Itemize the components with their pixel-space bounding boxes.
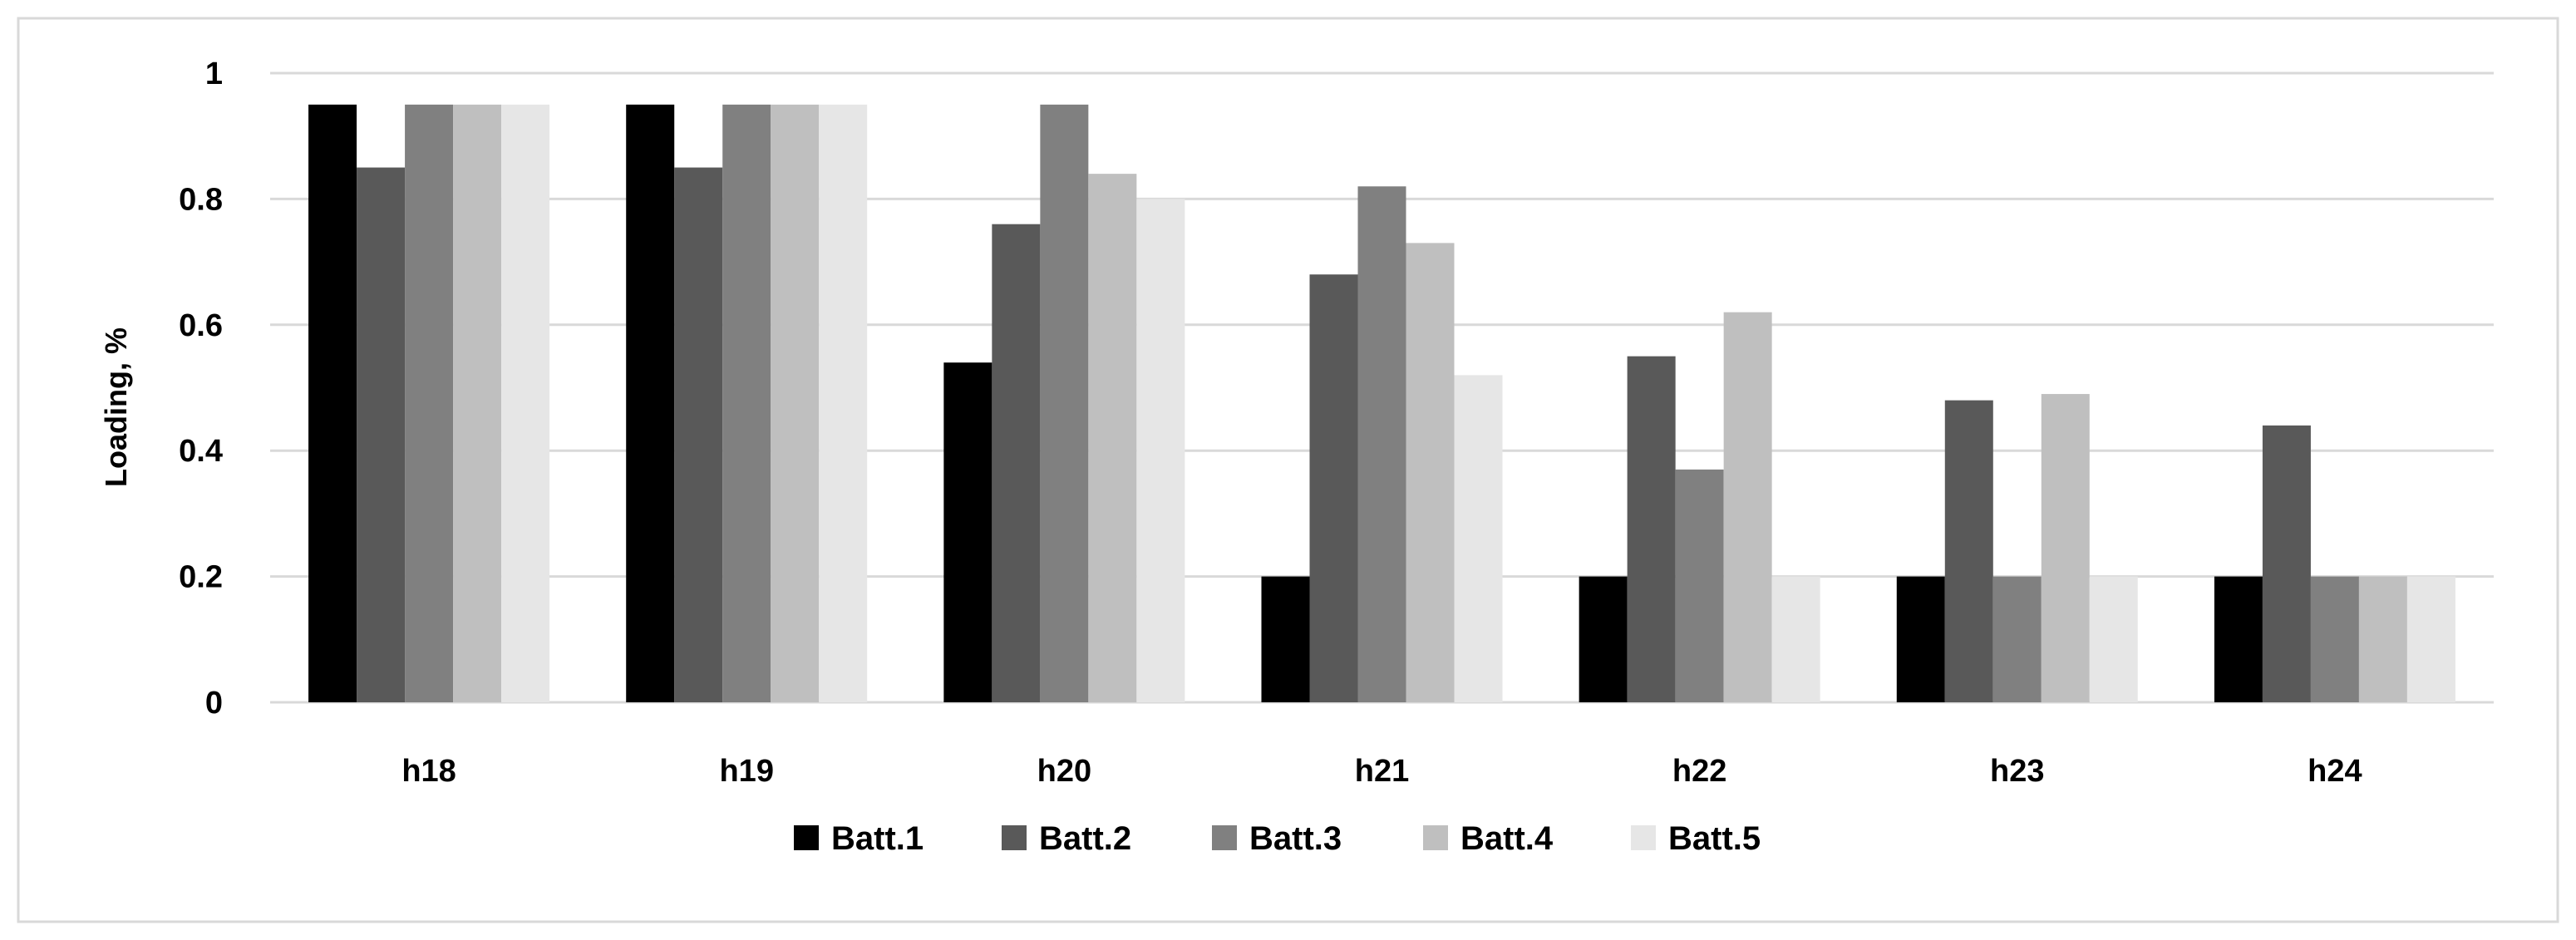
x-tick-label: h22 (1672, 754, 1726, 789)
bar-batt1-h24 (2214, 576, 2263, 702)
bar-batt3-h19 (722, 104, 771, 703)
bar-batt2-h19 (674, 167, 723, 703)
bar-batt5-h23 (2089, 576, 2138, 702)
legend-label: Batt.5 (1668, 820, 1761, 857)
x-tick-label: h18 (401, 754, 456, 789)
y-tick-label: 0.2 (179, 560, 223, 595)
bar-batt1-h22 (1579, 576, 1628, 702)
y-tick-label: 0.8 (179, 182, 223, 217)
legend: Batt.1 Batt.2 Batt.3 Batt.4 Batt.5 (794, 820, 1761, 857)
bar-batt1-h21 (1261, 576, 1310, 702)
legend-swatch (1212, 825, 1237, 850)
y-tick-label: 0 (205, 686, 223, 721)
legend-swatch (1423, 825, 1448, 850)
bar-batt3-h18 (405, 104, 454, 703)
bar-batt1-h19 (626, 104, 675, 703)
bar-batt4-h18 (453, 104, 502, 703)
y-tick-label: 1 (205, 57, 223, 91)
bar-batt1-h23 (1896, 576, 1945, 702)
bar-batt1-h20 (943, 362, 992, 702)
legend-swatch (1002, 825, 1027, 850)
bar-batt4-h20 (1088, 174, 1137, 702)
legend-swatch (794, 825, 819, 850)
bar-batt4-h24 (2358, 576, 2407, 702)
bar-batt5-h24 (2406, 576, 2455, 702)
x-tick-label: h20 (1037, 754, 1091, 789)
bar-batt4-h23 (2041, 394, 2090, 702)
x-tick-label: h24 (2308, 754, 2362, 789)
x-tick-label: h19 (719, 754, 773, 789)
bar-batt3-h23 (1992, 576, 2042, 702)
x-tick-label: h21 (1355, 754, 1409, 789)
x-tick-label: h23 (1990, 754, 2044, 789)
bar-batt2-h22 (1627, 356, 1676, 702)
bar-batt2-h21 (1309, 274, 1358, 702)
bars (308, 104, 2455, 703)
bar-batt1-h18 (308, 104, 357, 703)
y-tick-label: 0.6 (179, 308, 223, 343)
legend-label: Batt.2 (1039, 820, 1131, 857)
legend-swatch (1631, 825, 1656, 850)
bar-batt3-h22 (1675, 469, 1724, 702)
bar-batt4-h22 (1723, 312, 1772, 702)
legend-label: Batt.1 (831, 820, 924, 857)
bar-batt5-h21 (1454, 375, 1503, 702)
bar-batt2-h18 (357, 167, 406, 703)
bar-batt3-h21 (1357, 186, 1406, 702)
bar-batt5-h18 (501, 104, 550, 703)
bar-batt5-h22 (1771, 576, 1820, 702)
bar-batt2-h23 (1944, 400, 1993, 702)
bar-batt2-h24 (2262, 425, 2311, 702)
bar-batt5-h20 (1136, 199, 1185, 702)
y-axis-title: Loading, % (99, 327, 133, 487)
legend-label: Batt.4 (1460, 820, 1554, 857)
x-axis-ticks: h18 h19 h20 h21 h22 h23 h24 (401, 754, 2362, 789)
bar-batt3-h24 (2310, 576, 2359, 702)
bar-batt5-h19 (819, 104, 868, 703)
bar-batt4-h19 (771, 104, 820, 703)
bar-batt3-h20 (1040, 104, 1089, 703)
bar-batt4-h21 (1406, 243, 1455, 702)
bar-batt2-h20 (992, 224, 1041, 702)
legend-label: Batt.3 (1249, 820, 1342, 857)
y-axis-ticks: 0 0.2 0.4 0.6 0.8 1 (179, 57, 223, 721)
y-tick-label: 0.4 (179, 434, 223, 469)
